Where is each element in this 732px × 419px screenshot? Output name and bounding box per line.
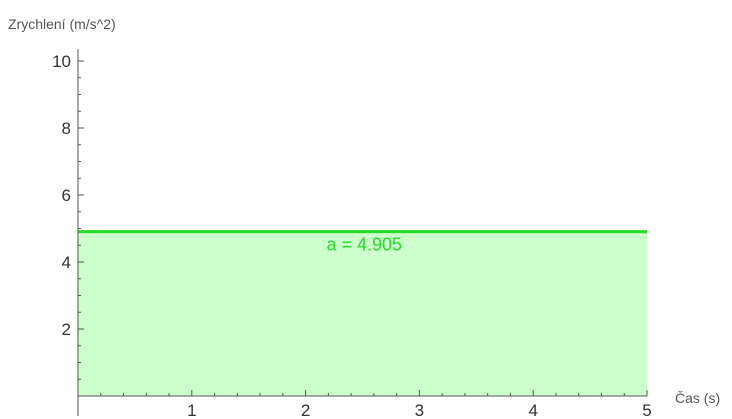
plot-area: a = 4.905: [78, 230, 647, 396]
y-tick-label: 8: [62, 119, 71, 138]
x-tick-label: 1: [187, 401, 196, 419]
y-axis-title: Zrychlení (m/s^2): [8, 16, 116, 32]
x-tick-label: 2: [301, 401, 310, 419]
x-tick-label: 4: [528, 401, 537, 419]
y-tick-label: 6: [62, 186, 71, 205]
x-axis-title: Čas (s): [675, 390, 720, 406]
axes: 1 2 3 4 5 2 4 6 8 10: [52, 49, 652, 419]
series-0-area: [78, 231, 647, 396]
y-tick-label: 2: [62, 320, 71, 339]
y-tick-label: 10: [52, 52, 71, 71]
y-tick-label: 4: [62, 253, 71, 272]
annotation-label: a = 4.905: [327, 235, 403, 255]
x-tick-label: 5: [642, 401, 651, 419]
x-tick-label: 3: [415, 401, 424, 419]
